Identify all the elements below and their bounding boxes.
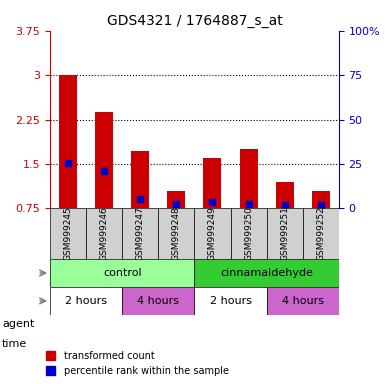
- FancyBboxPatch shape: [122, 208, 158, 259]
- Bar: [276, 182, 294, 208]
- FancyBboxPatch shape: [158, 208, 194, 259]
- Bar: [59, 74, 77, 208]
- FancyBboxPatch shape: [194, 208, 231, 259]
- FancyBboxPatch shape: [266, 208, 303, 259]
- Bar: [131, 151, 149, 208]
- Text: agent: agent: [2, 319, 34, 329]
- Text: control: control: [103, 268, 142, 278]
- Text: GSM999250: GSM999250: [244, 206, 253, 261]
- Text: GSM999246: GSM999246: [100, 206, 109, 261]
- Text: GSM999251: GSM999251: [280, 206, 289, 261]
- Text: GSM999247: GSM999247: [136, 206, 145, 261]
- Text: GSM999252: GSM999252: [316, 206, 325, 261]
- Bar: [203, 158, 221, 208]
- FancyBboxPatch shape: [231, 208, 266, 259]
- Bar: [167, 190, 186, 208]
- Bar: [239, 149, 258, 208]
- Bar: [95, 112, 113, 208]
- FancyBboxPatch shape: [50, 287, 122, 315]
- Text: cinnamaldehyde: cinnamaldehyde: [220, 268, 313, 278]
- Bar: [312, 190, 330, 208]
- FancyBboxPatch shape: [303, 208, 339, 259]
- Text: 2 hours: 2 hours: [65, 296, 107, 306]
- Text: 2 hours: 2 hours: [209, 296, 251, 306]
- Text: 4 hours: 4 hours: [137, 296, 179, 306]
- FancyBboxPatch shape: [50, 208, 86, 259]
- Text: time: time: [2, 339, 27, 349]
- Text: GSM999245: GSM999245: [64, 206, 73, 261]
- Legend: transformed count, percentile rank within the sample: transformed count, percentile rank withi…: [44, 348, 232, 379]
- Text: 4 hours: 4 hours: [282, 296, 324, 306]
- Title: GDS4321 / 1764887_s_at: GDS4321 / 1764887_s_at: [107, 14, 282, 28]
- FancyBboxPatch shape: [194, 287, 266, 315]
- FancyBboxPatch shape: [86, 208, 122, 259]
- Text: GSM999248: GSM999248: [172, 206, 181, 261]
- Text: GSM999249: GSM999249: [208, 206, 217, 261]
- FancyBboxPatch shape: [50, 259, 194, 287]
- FancyBboxPatch shape: [194, 259, 339, 287]
- FancyBboxPatch shape: [122, 287, 194, 315]
- FancyBboxPatch shape: [266, 287, 339, 315]
